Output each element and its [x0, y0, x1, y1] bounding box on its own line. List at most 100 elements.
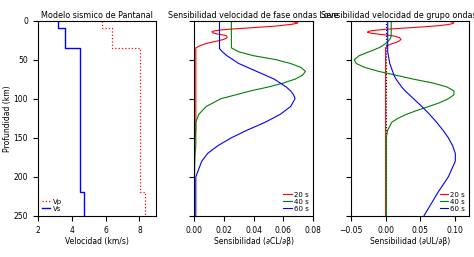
Vs — [81, 214, 86, 217]
20 s — [239, 27, 245, 30]
40 s — [388, 30, 394, 33]
60 s — [385, 35, 391, 38]
20 s — [224, 36, 230, 39]
40 s — [388, 19, 394, 22]
60 s — [446, 136, 451, 139]
Legend: Vp, Vs: Vp, Vs — [41, 198, 62, 212]
20 s — [383, 54, 389, 57]
20 s — [367, 32, 373, 35]
20 s — [383, 113, 389, 116]
60 s — [217, 24, 222, 27]
Vp — [142, 214, 147, 217]
40 s — [383, 214, 389, 217]
Vs — [55, 19, 61, 22]
20 s — [193, 121, 199, 124]
40 s — [228, 29, 234, 32]
20 s — [273, 24, 279, 27]
20 s — [383, 97, 389, 100]
Vp — [137, 191, 143, 194]
Vp — [137, 105, 143, 108]
20 s — [295, 21, 301, 24]
20 s — [383, 191, 389, 194]
20 s — [397, 36, 402, 39]
60 s — [217, 29, 222, 32]
X-axis label: Velocidad (km/s): Velocidad (km/s) — [65, 237, 129, 246]
Legend: 20 s, 40 s, 60 s: 20 s, 40 s, 60 s — [439, 191, 466, 212]
20 s — [376, 28, 382, 31]
60 s — [228, 136, 234, 139]
20 s — [211, 32, 217, 35]
20 s — [193, 54, 199, 57]
20 s — [369, 29, 374, 32]
40 s — [228, 24, 234, 27]
20 s — [194, 45, 200, 49]
20 s — [365, 31, 370, 34]
20 s — [193, 105, 199, 108]
20 s — [193, 66, 199, 69]
20 s — [449, 21, 455, 24]
20 s — [421, 25, 427, 28]
60 s — [193, 214, 199, 217]
Line: 20 s: 20 s — [194, 21, 298, 216]
20 s — [215, 39, 221, 42]
20 s — [383, 46, 389, 49]
20 s — [446, 23, 451, 26]
20 s — [397, 27, 402, 30]
Line: Vp: Vp — [102, 21, 145, 216]
20 s — [193, 89, 199, 93]
20 s — [192, 144, 198, 147]
20 s — [202, 42, 208, 45]
20 s — [193, 74, 199, 77]
X-axis label: Sensibilidad (∂UL/∂β): Sensibilidad (∂UL/∂β) — [370, 237, 450, 246]
Vp — [109, 27, 115, 30]
Line: 60 s: 60 s — [388, 21, 456, 216]
X-axis label: Sensibilidad (∂CL/∂β): Sensibilidad (∂CL/∂β) — [214, 237, 293, 246]
20 s — [383, 81, 389, 85]
20 s — [251, 26, 256, 29]
20 s — [431, 24, 437, 27]
20 s — [383, 175, 389, 178]
20 s — [440, 24, 446, 27]
40 s — [451, 93, 457, 96]
20 s — [193, 47, 199, 50]
20 s — [383, 66, 389, 69]
20 s — [383, 50, 389, 53]
20 s — [383, 144, 389, 147]
Title: Sensibilidad velocidad de grupo ondas Love: Sensibilidad velocidad de grupo ondas Lo… — [321, 11, 474, 20]
20 s — [218, 33, 224, 36]
60 s — [435, 191, 441, 194]
Vp — [137, 46, 143, 49]
20 s — [380, 33, 386, 36]
Legend: 20 s, 40 s, 60 s: 20 s, 40 s, 60 s — [283, 191, 310, 212]
20 s — [193, 128, 199, 132]
20 s — [383, 45, 389, 49]
20 s — [192, 152, 198, 155]
Vp — [100, 27, 105, 30]
40 s — [191, 191, 197, 194]
20 s — [392, 35, 398, 38]
Vp — [137, 105, 143, 108]
Line: Vs: Vs — [58, 21, 83, 216]
60 s — [385, 29, 391, 32]
20 s — [292, 21, 298, 24]
20 s — [365, 30, 371, 33]
20 s — [193, 81, 199, 85]
20 s — [221, 38, 227, 41]
Vs — [62, 46, 68, 49]
60 s — [217, 19, 222, 22]
60 s — [217, 35, 222, 38]
Vs — [62, 27, 68, 30]
20 s — [385, 27, 391, 31]
20 s — [263, 25, 268, 28]
20 s — [387, 34, 392, 37]
Vs — [77, 191, 83, 194]
40 s — [193, 136, 199, 139]
40 s — [410, 78, 416, 81]
20 s — [451, 21, 457, 24]
20 s — [193, 97, 199, 100]
Line: 40 s: 40 s — [194, 21, 305, 216]
Vp — [142, 191, 147, 194]
20 s — [288, 20, 293, 23]
20 s — [383, 58, 389, 61]
20 s — [288, 23, 293, 26]
